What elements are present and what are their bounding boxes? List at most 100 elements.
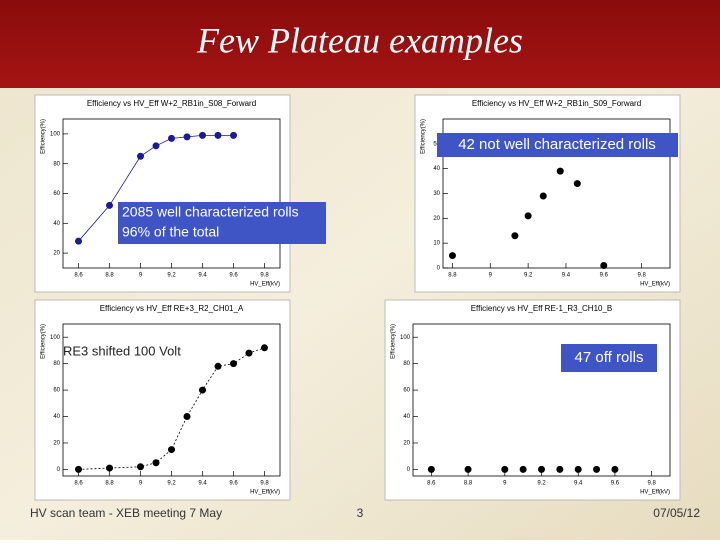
data-point (611, 465, 619, 473)
data-point (152, 459, 160, 467)
data-point (593, 465, 601, 473)
y-tick-label: 0 (437, 266, 441, 272)
x-tick-label: 8.8 (105, 273, 114, 279)
data-point (75, 465, 82, 473)
x-axis-label: HV_Eff(kV) (250, 282, 280, 288)
data-point (152, 142, 160, 150)
data-point (230, 360, 237, 368)
data-point (230, 131, 237, 139)
y-tick-label: 20 (53, 441, 60, 447)
y-tick-label: 80 (403, 361, 410, 367)
y-tick-label: 100 (50, 131, 61, 137)
y-tick-label: 30 (433, 191, 440, 197)
y-tick-label: 60 (53, 388, 60, 394)
charts: Efficiency vs HV_Eff W+2_RB1in_S08_Forwa… (34, 94, 681, 501)
callout-box (561, 344, 657, 372)
x-tick-label: 9.8 (260, 481, 269, 487)
data-point (245, 349, 253, 357)
footer: HV scan team - XEB meeting 7 May (30, 506, 222, 520)
x-tick-label: 9.8 (260, 273, 269, 279)
y-tick-label: 0 (57, 467, 61, 473)
x-tick-label: 9.2 (524, 273, 533, 279)
data-point (524, 212, 532, 220)
data-point (519, 465, 527, 473)
data-point (574, 465, 582, 473)
x-tick-label: 8.8 (105, 481, 114, 487)
y-tick-label: 20 (403, 441, 410, 447)
x-tick-label: 9 (139, 481, 143, 487)
x-tick-label: 9.2 (537, 481, 546, 487)
data-point (556, 465, 564, 473)
data-point (538, 465, 545, 473)
x-tick-label: 9 (489, 273, 493, 279)
callout: 96% of the total (122, 224, 219, 240)
data-point (464, 465, 472, 473)
y-tick-label: 60 (403, 388, 410, 394)
y-tick-label: 0 (407, 467, 411, 473)
slide-title: Few Plateau examples (196, 20, 523, 60)
y-axis-label: Efficiency(%) (41, 119, 47, 154)
chart-title: Efficiency vs HV_Eff W+2_RB1in_S08_Forwa… (87, 99, 256, 108)
x-tick-label: 8.6 (427, 481, 436, 487)
data-point (214, 362, 222, 370)
data-point (183, 133, 191, 141)
x-tick-label: 9.4 (574, 481, 583, 487)
y-tick-label: 40 (403, 414, 410, 420)
x-tick-label: 9.4 (198, 273, 207, 279)
callout: 42 not well characterized rolls (458, 136, 656, 153)
data-point (183, 413, 191, 421)
y-tick-label: 80 (53, 361, 60, 367)
y-tick-label: 20 (433, 216, 440, 222)
data-point (168, 134, 175, 142)
y-tick-label: 60 (53, 191, 60, 197)
data-point (168, 446, 175, 454)
x-tick-label: 9.8 (637, 273, 646, 279)
data-point (106, 464, 113, 472)
x-tick-label: 8.6 (74, 481, 83, 487)
x-tick-label: 8.8 (464, 481, 473, 487)
x-tick-label: 8.6 (74, 273, 83, 279)
data-point (137, 152, 144, 160)
data-point (214, 131, 222, 139)
callout: 2085 well characterized rolls (122, 204, 299, 220)
x-axis-label: HV_Eff(kV) (640, 282, 670, 288)
panel (414, 94, 681, 293)
data-point (556, 167, 564, 175)
callout-box (118, 202, 326, 244)
title-bar (0, 0, 720, 88)
y-tick-label: 10 (433, 241, 440, 247)
data-point (199, 131, 206, 139)
callout: RE3 shifted 100 Volt (63, 343, 181, 358)
chart-title: Efficiency vs HV_Eff W+2_RB1in_S09_Forwa… (472, 99, 641, 108)
data-point (199, 386, 206, 394)
x-axis-label: HV_Eff(kV) (250, 490, 280, 496)
x-tick-label: 9.6 (229, 273, 238, 279)
x-tick-label: 8.8 (448, 273, 457, 279)
y-tick-label: 40 (433, 166, 440, 172)
x-tick-label: 9.4 (562, 273, 571, 279)
y-axis-label: Efficiency(%) (391, 324, 397, 359)
callout-box (437, 133, 678, 157)
x-tick-label: 9.6 (611, 481, 620, 487)
y-tick-label: 50 (433, 141, 440, 147)
callout: 47 off rolls (575, 349, 644, 366)
panel (384, 299, 681, 501)
y-tick-label: 100 (50, 335, 61, 341)
y-tick-label: 40 (53, 414, 60, 420)
panel (34, 299, 291, 501)
date: 07/05/12 (653, 506, 700, 520)
chart-title: Efficiency vs HV_Eff RE-1_R3_CH10_B (471, 304, 613, 313)
data-point (106, 201, 113, 209)
x-tick-label: 9.6 (229, 481, 238, 487)
x-tick-label: 9.6 (600, 273, 609, 279)
x-tick-label: 9.2 (167, 481, 176, 487)
data-point (573, 180, 581, 188)
x-tick-label: 9 (503, 481, 507, 487)
data-point (600, 262, 608, 270)
y-axis-label: Efficiency(%) (41, 324, 47, 359)
chart-title: Efficiency vs HV_Eff RE+3_R2_CH01_A (100, 304, 244, 313)
y-tick-label: 100 (400, 335, 411, 341)
data-point (261, 344, 268, 352)
